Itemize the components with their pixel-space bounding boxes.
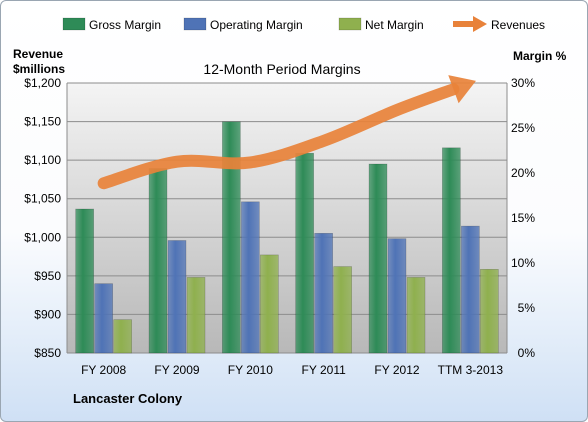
plot-area	[67, 83, 507, 353]
revenues-arrowhead	[448, 75, 476, 104]
bar-gross-margin	[442, 147, 461, 354]
bar-net-margin	[186, 277, 206, 354]
y-right-tick-label: 10%	[511, 256, 535, 270]
x-tick-label: FY 2010	[228, 363, 273, 377]
bar-gross-margin	[222, 121, 241, 354]
x-tick-label: FY 2012	[374, 363, 419, 377]
y-left-tick-label: $950	[34, 269, 61, 283]
revenues-line	[97, 83, 460, 190]
bar-operating-margin	[387, 238, 407, 354]
chart-title: 12-Month Period Margins	[203, 61, 360, 77]
bar-net-margin	[406, 277, 426, 354]
y-right-axis-title: Margin %	[513, 49, 567, 63]
bar-net-margin	[113, 319, 132, 354]
x-tick-label: FY 2008	[81, 363, 126, 377]
y-right-tick-label: 0%	[518, 346, 536, 360]
x-tick-label: TTM 3-2013	[438, 363, 504, 377]
y-right-tick-label: 20%	[511, 166, 535, 180]
y-right-tick-label: 30%	[511, 76, 535, 90]
company-name: Lancaster Colony	[73, 391, 183, 406]
bar-gross-margin	[75, 208, 94, 354]
bar-operating-margin	[314, 233, 333, 354]
x-tick-label: FY 2009	[154, 363, 199, 377]
y-left-tick-label: $1,200	[24, 76, 61, 90]
y-left-tick-label: $1,100	[24, 153, 61, 167]
bar-operating-margin	[241, 201, 260, 354]
legend-swatch-gross-margin	[62, 17, 86, 31]
y-left-tick-label: $900	[34, 307, 61, 321]
legend-swatch-net-margin	[338, 17, 362, 31]
bar-gross-margin	[368, 163, 388, 354]
x-tick-label: FY 2011	[302, 363, 347, 377]
legend-label: Revenues	[491, 18, 545, 32]
bar-net-margin	[480, 268, 499, 354]
y-right-tick-label: 5%	[518, 301, 536, 315]
y-left-tick-label: $1,000	[24, 230, 61, 244]
y-left-tick-label: $1,050	[24, 192, 61, 206]
y-left-tick-label: $1,150	[24, 115, 61, 129]
legend-label: Operating Margin	[210, 18, 303, 32]
bar-operating-margin	[94, 283, 113, 354]
legend-label: Gross Margin	[89, 18, 161, 32]
bar-operating-margin	[167, 240, 187, 354]
bar-gross-margin	[295, 152, 314, 354]
bar-operating-margin	[461, 225, 480, 354]
bar-net-margin	[260, 254, 279, 354]
y-left-axis-title-line2: $millions	[13, 62, 65, 76]
y-right-tick-label: 15%	[511, 211, 535, 225]
y-left-tick-label: $850	[34, 346, 61, 360]
bar-net-margin	[333, 266, 352, 354]
bar-gross-margin	[148, 168, 168, 354]
legend-arrowhead-revenues	[473, 16, 487, 32]
legend-label: Net Margin	[365, 18, 424, 32]
y-right-tick-label: 25%	[511, 121, 535, 135]
y-left-axis-title: Revenue	[13, 47, 63, 61]
legend-swatch-operating-margin	[183, 17, 207, 31]
